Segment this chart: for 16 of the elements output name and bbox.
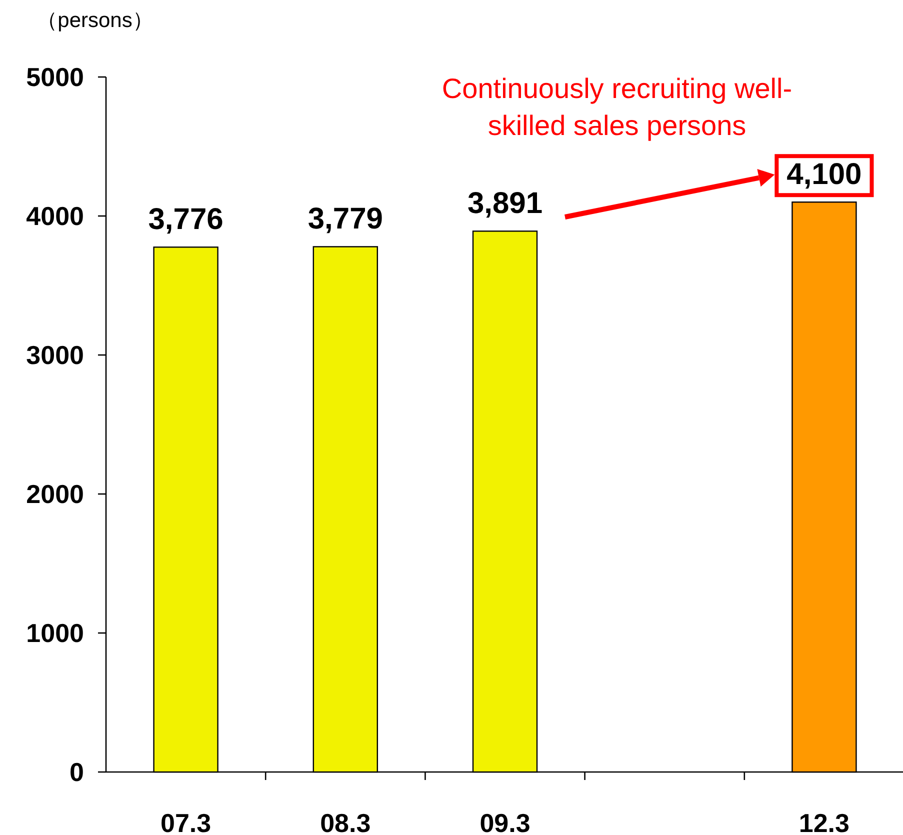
x-tick-label: 09.3	[480, 808, 530, 835]
annotation: Continuously recruiting well-skilled sales persons	[442, 73, 792, 141]
y-tick-label: 5000	[26, 62, 84, 92]
data-label: 3,891	[467, 187, 543, 220]
data-label: 3,779	[308, 202, 383, 236]
y-tick-label: 3000	[26, 340, 84, 370]
y-tick-label: 2000	[26, 479, 84, 509]
x-tick-label: 08.3	[320, 808, 371, 835]
y-axis-title: （persons）	[36, 9, 154, 32]
y-tick-label: 1000	[26, 618, 84, 648]
data-label: 3,776	[148, 203, 224, 236]
data-label: 4,100	[786, 158, 862, 192]
x-tick-label: 12.3	[798, 808, 850, 835]
x-tick-label: 07.3	[160, 808, 212, 835]
y-tick-label: 4000	[26, 201, 84, 231]
y-tick-label: 0	[70, 757, 84, 787]
